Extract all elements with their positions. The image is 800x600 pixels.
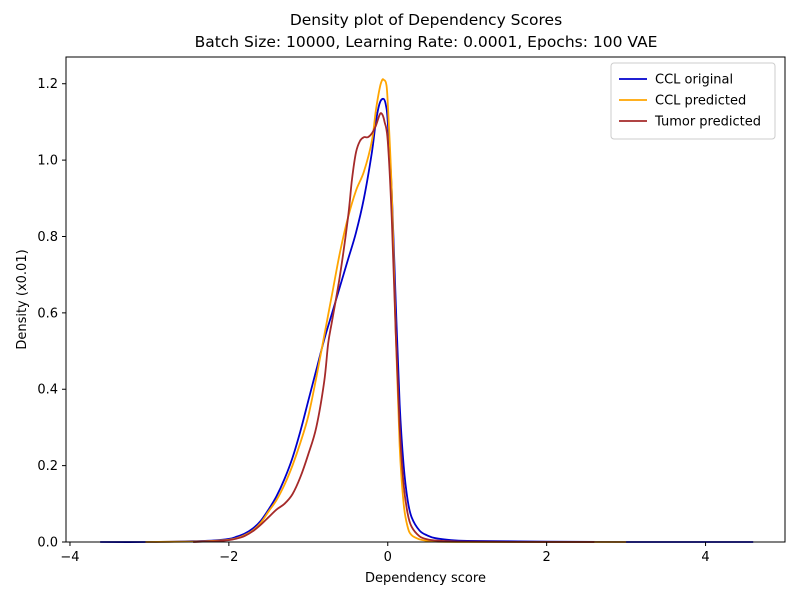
y-tick-label: 0.6 <box>37 306 58 321</box>
legend-label: CCL original <box>655 73 733 88</box>
legend-label: CCL predicted <box>655 94 746 109</box>
x-tick-label: −2 <box>219 550 238 565</box>
x-tick-label: −4 <box>60 550 79 565</box>
x-tick-label: 4 <box>701 550 709 565</box>
y-tick-label: 0.0 <box>37 536 58 551</box>
series-line-2 <box>193 112 595 543</box>
y-tick-label: 0.8 <box>37 230 58 245</box>
chart-subtitle: Batch Size: 10000, Learning Rate: 0.0001… <box>195 33 658 51</box>
legend-label: Tumor predicted <box>654 115 761 130</box>
y-tick-label: 1.0 <box>37 154 58 169</box>
plot-area-frame <box>65 56 786 543</box>
y-tick-label: 0.2 <box>37 459 58 474</box>
series-line-0 <box>100 97 754 543</box>
legend-box <box>610 62 776 140</box>
x-tick-label: 0 <box>384 550 392 565</box>
y-tick-label: 1.2 <box>37 77 58 92</box>
x-tick-label: 2 <box>543 550 551 565</box>
y-axis-label: Density (x0.01) <box>15 249 30 349</box>
series-lines <box>100 78 754 543</box>
y-tick-label: 0.4 <box>37 383 58 398</box>
x-axis-label: Dependency score <box>365 571 486 586</box>
chart-title: Density plot of Dependency Scores <box>290 11 562 29</box>
legend: CCL original CCL predicted Tumor predicted <box>610 62 776 140</box>
series-line-1 <box>145 78 627 543</box>
axis-ticks: −4 −2 0 2 4 0.0 0.2 0.4 0.6 0.8 1.0 1.2 <box>37 77 709 565</box>
